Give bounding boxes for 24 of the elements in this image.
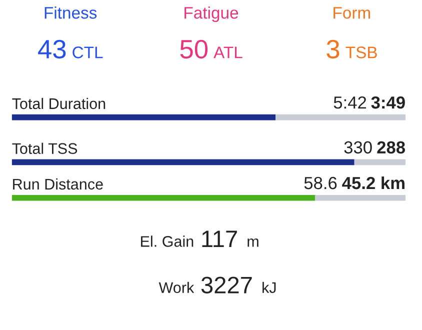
text: ATL — [214, 46, 242, 58]
text: Work — [158, 282, 194, 294]
text: 3:49 — [371, 96, 405, 109]
chart-title: Total Duration — [12, 98, 106, 110]
text: Form — [334, 7, 370, 19]
text: El. Gain — [141, 236, 194, 247]
text: m — [248, 238, 258, 247]
text: 288 — [377, 141, 406, 154]
text: 5:42 — [334, 96, 366, 109]
text: kJ — [262, 282, 276, 294]
text: 43 — [38, 40, 66, 59]
text: CTL — [72, 46, 103, 58]
chart-title: Total TSS — [12, 142, 78, 154]
text: TSB — [346, 46, 377, 58]
text: 3 — [326, 40, 340, 59]
text: Fitness — [44, 6, 97, 19]
text: 3227 — [201, 276, 252, 294]
text: Fatigue — [184, 6, 238, 22]
text: 330 — [344, 141, 372, 154]
text: 58.6 — [304, 176, 337, 190]
text: 45.2 km — [342, 176, 404, 190]
chart-title: Run Distance — [13, 178, 103, 190]
text: 50 — [180, 40, 208, 59]
text: 117 — [202, 230, 237, 248]
